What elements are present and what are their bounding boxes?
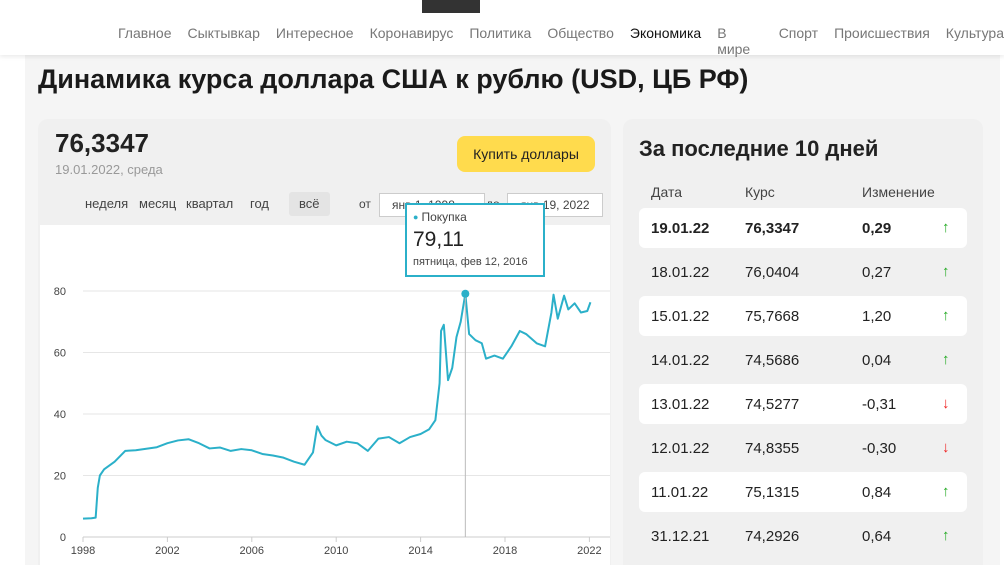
from-label: от xyxy=(359,197,371,211)
line xyxy=(82,292,592,520)
tooltip-value: 79,11 xyxy=(413,228,464,251)
x-tick-label: 2006 xyxy=(240,545,264,557)
date: 19.01.2022, среда xyxy=(55,162,163,177)
nav-item[interactable]: Экономика xyxy=(629,25,702,41)
table-cell: 11.01.22 xyxy=(651,484,709,501)
change-arrow: ↓ xyxy=(942,439,950,456)
page-title: Динамика курса доллара США к рублю (USD,… xyxy=(38,64,749,94)
table-cell: 76,0404 xyxy=(745,264,800,281)
x-tick-label: 1998 xyxy=(71,545,95,557)
range-button[interactable]: неделя xyxy=(85,196,129,211)
x-tick-label: 2002 xyxy=(155,545,179,557)
change-arrow: ↑ xyxy=(942,527,950,544)
y-tick-label: 60 xyxy=(54,348,66,360)
nav-item[interactable]: Общество xyxy=(547,25,614,41)
y-tick-label: 20 xyxy=(54,471,66,483)
table-cell: 14.01.22 xyxy=(651,352,710,369)
table-cell: 75,7668 xyxy=(745,308,800,325)
nav-item[interactable]: Происшествия xyxy=(834,25,930,41)
nav-item[interactable]: Политика xyxy=(469,25,532,41)
nav-item[interactable]: Спорт xyxy=(778,25,819,41)
change-arrow: ↑ xyxy=(942,351,950,368)
table-cell: 0,84 xyxy=(862,484,892,501)
hover-marker xyxy=(461,289,470,298)
table-cell: 74,8355 xyxy=(745,440,800,457)
tooltip-date: пятница, фев 12, 2016 xyxy=(413,256,528,268)
table-header: Дата xyxy=(651,184,683,200)
table-header: Курс xyxy=(745,184,775,200)
nav-item[interactable]: Сыктывкар xyxy=(187,25,260,41)
y-tick-label: 0 xyxy=(60,532,66,544)
table-cell: 31.12.21 xyxy=(651,528,710,545)
table-row xyxy=(639,208,967,248)
chart-background xyxy=(40,225,610,565)
header: Главное Сыктывкар Интересное Коронавирус Пол… xyxy=(0,0,1004,57)
nav-item[interactable]: Коронавирус xyxy=(369,25,454,41)
x-tick-label: 2018 xyxy=(493,545,517,557)
table-cell: -0,30 xyxy=(862,440,897,457)
table-cell: 75,1315 xyxy=(745,484,800,501)
chart: 0 20 40 60 80 1998 2002 2006 2010 2014 2018 2022 xyxy=(40,225,610,565)
range-button[interactable]: квартал xyxy=(186,196,234,211)
table-cell: 0,64 xyxy=(862,528,892,545)
table-cell: -0,31 xyxy=(862,396,897,413)
table-cell: 12.01.22 xyxy=(651,440,710,457)
tooltip-label: Покупка xyxy=(413,210,466,224)
y-tick-label: 40 xyxy=(54,409,66,421)
table-cell: 15.01.22 xyxy=(651,308,710,325)
change-arrow: ↓ xyxy=(942,395,950,412)
nav: Главное Сыктывкар Интересное Коронавирус Пол… xyxy=(118,25,1004,57)
table-cell: 13.01.22 xyxy=(651,396,710,413)
x-tick-label: 2010 xyxy=(324,545,348,557)
table-cell: 0,29 xyxy=(862,220,892,237)
x-tick-label: 2022 xyxy=(577,545,601,557)
table-cell: 0,27 xyxy=(862,264,892,281)
buy-button[interactable]: Купить доллары xyxy=(457,136,595,172)
table-cell: 74,5277 xyxy=(745,396,800,413)
table-header: Изменение xyxy=(862,184,935,200)
table-cell: 74,5686 xyxy=(745,352,800,369)
change-arrow: ↑ xyxy=(942,219,950,236)
change-arrow: ↑ xyxy=(942,263,950,280)
nav-item[interactable]: Культура xyxy=(945,25,1004,41)
table-cell: 18.01.22 xyxy=(651,264,710,281)
nav-item[interactable]: Главное xyxy=(118,25,172,41)
y-tick-label: 80 xyxy=(54,286,66,298)
x-tick-label: 2014 xyxy=(408,545,432,557)
range-button[interactable]: всё xyxy=(289,192,330,216)
table-row xyxy=(639,472,967,512)
nav-item[interactable]: В мире xyxy=(717,25,751,57)
table-cell: 74,2926 xyxy=(745,528,800,545)
table-cell: 0,04 xyxy=(862,352,892,369)
nav-item[interactable]: Интересное xyxy=(275,25,354,41)
table-cell: 1,20 xyxy=(862,308,892,325)
tab-indicator xyxy=(422,0,480,13)
change-arrow: ↑ xyxy=(942,483,950,500)
table-cell: 76,3347 xyxy=(745,220,800,237)
table-row xyxy=(639,384,967,424)
table-title: За последние 10 дней xyxy=(639,136,879,161)
range-button[interactable]: месяц xyxy=(139,196,177,211)
table-row xyxy=(639,296,967,336)
range-button[interactable]: год xyxy=(250,196,269,211)
price: 76,3347 xyxy=(55,128,149,158)
table-cell: 19.01.22 xyxy=(651,220,710,237)
change-arrow: ↑ xyxy=(942,307,950,324)
